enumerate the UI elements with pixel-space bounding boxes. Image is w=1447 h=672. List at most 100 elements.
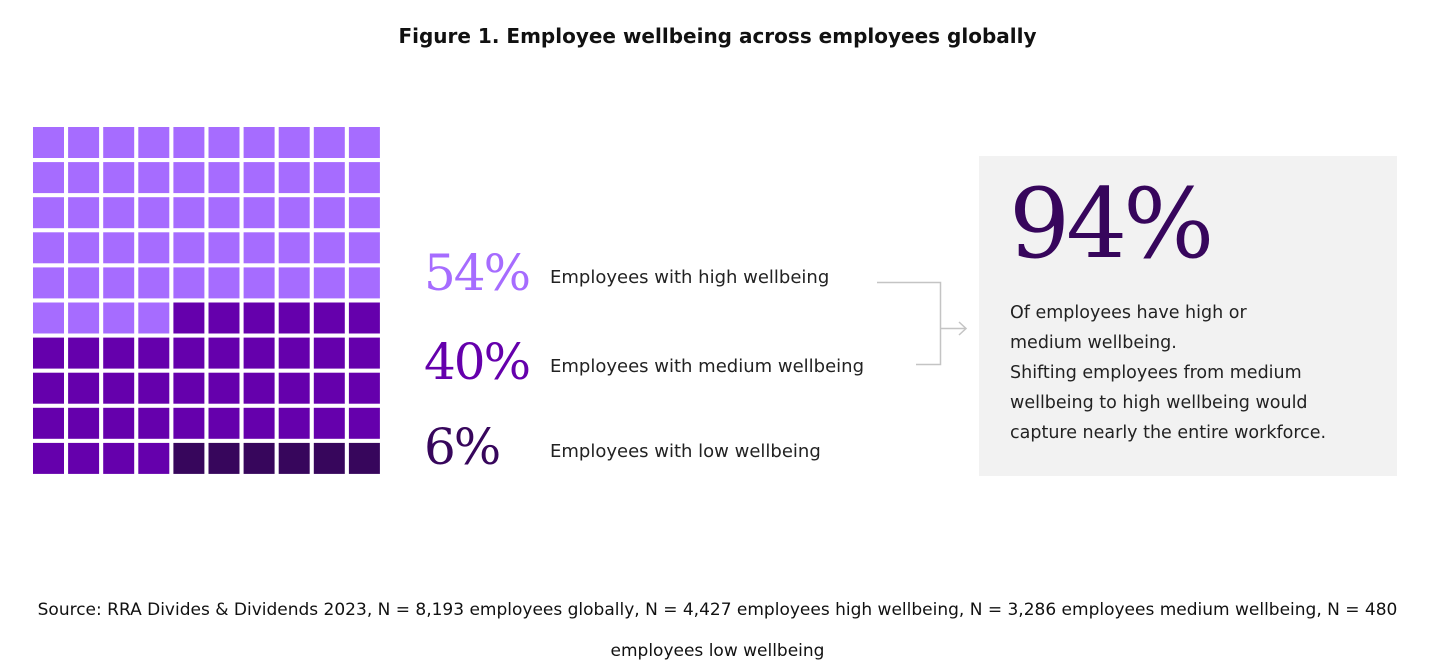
waffle-cell-high bbox=[278, 127, 310, 158]
waffle-cell-medium bbox=[313, 372, 345, 404]
waffle-cell-high bbox=[243, 232, 275, 264]
waffle-cell-high bbox=[68, 267, 100, 299]
waffle-cell-high bbox=[173, 197, 205, 229]
waffle-cell-medium bbox=[313, 407, 345, 439]
waffle-cell-medium bbox=[68, 337, 100, 369]
waffle-cell-high bbox=[138, 302, 170, 334]
waffle-cell-medium bbox=[33, 442, 64, 474]
waffle-cell-medium bbox=[348, 407, 380, 439]
waffle-grid bbox=[33, 127, 380, 474]
waffle-cell-medium bbox=[138, 337, 170, 369]
waffle-cell-high bbox=[348, 127, 380, 158]
waffle-cell-high bbox=[103, 162, 135, 194]
waffle-cell-medium bbox=[33, 337, 64, 369]
waffle-cell-high bbox=[313, 162, 345, 194]
waffle-cell-medium bbox=[208, 302, 240, 334]
waffle-cell-medium bbox=[278, 337, 310, 369]
waffle-cell-medium bbox=[103, 442, 135, 474]
waffle-cell-high bbox=[138, 162, 170, 194]
waffle-cell-high bbox=[278, 232, 310, 264]
waffle-cell-medium bbox=[103, 337, 135, 369]
waffle-cell-high bbox=[173, 267, 205, 299]
waffle-cell-medium bbox=[173, 407, 205, 439]
waffle-cell-medium bbox=[243, 407, 275, 439]
waffle-cell-medium bbox=[278, 372, 310, 404]
waffle-cell-high bbox=[243, 162, 275, 194]
waffle-cell-high bbox=[138, 127, 170, 158]
waffle-cell-medium bbox=[138, 442, 170, 474]
waffle-cell-high bbox=[68, 127, 100, 158]
waffle-cell-high bbox=[173, 127, 205, 158]
waffle-cell-medium bbox=[173, 337, 205, 369]
waffle-cell-medium bbox=[103, 372, 135, 404]
waffle-cell-medium bbox=[173, 372, 205, 404]
callout-box: 94% Of employees have high or medium wel… bbox=[979, 156, 1397, 476]
waffle-cell-high bbox=[173, 232, 205, 264]
waffle-cell-medium bbox=[243, 302, 275, 334]
waffle-cell-high bbox=[278, 197, 310, 229]
waffle-cell-medium bbox=[313, 337, 345, 369]
waffle-cell-low bbox=[278, 442, 310, 474]
waffle-cell-high bbox=[243, 127, 275, 158]
waffle-cell-medium bbox=[208, 407, 240, 439]
waffle-cell-high bbox=[313, 267, 345, 299]
waffle-cell-medium bbox=[68, 372, 100, 404]
waffle-cell-high bbox=[278, 162, 310, 194]
callout-text: Of employees have high or medium wellbei… bbox=[1010, 298, 1380, 448]
source-note: Source: RRA Divides & Dividends 2023, N … bbox=[0, 590, 1435, 672]
waffle-cell-medium bbox=[138, 407, 170, 439]
waffle-cell-high bbox=[138, 232, 170, 264]
medium-wellbeing-percent: 40% bbox=[424, 333, 531, 391]
waffle-cell-high bbox=[103, 267, 135, 299]
waffle-cell-high bbox=[33, 127, 64, 158]
waffle-cell-high bbox=[103, 127, 135, 158]
callout-line: Shifting employees from medium wellbeing… bbox=[1010, 363, 1327, 443]
waffle-cell-high bbox=[208, 232, 240, 264]
waffle-cell-high bbox=[103, 232, 135, 264]
chart-title: Figure 1. Employee wellbeing across empl… bbox=[398, 24, 1037, 48]
waffle-cell-high bbox=[348, 197, 380, 229]
waffle-cell-high bbox=[33, 197, 64, 229]
waffle-cell-high bbox=[208, 197, 240, 229]
waffle-cell-medium bbox=[208, 337, 240, 369]
waffle-cell-medium bbox=[348, 302, 380, 334]
source-text: Source: RRA Divides & Dividends 2023, N … bbox=[37, 600, 1398, 661]
waffle-cell-high bbox=[138, 267, 170, 299]
low-wellbeing-label: Employees with low wellbeing bbox=[550, 441, 821, 462]
waffle-cell-high bbox=[348, 267, 380, 299]
waffle-cell-low bbox=[243, 442, 275, 474]
waffle-cell-medium bbox=[173, 302, 205, 334]
waffle-cell-high bbox=[103, 197, 135, 229]
waffle-cell-low bbox=[208, 442, 240, 474]
high-wellbeing-percent: 54% bbox=[424, 244, 531, 302]
waffle-cell-high bbox=[208, 127, 240, 158]
waffle-cell-high bbox=[208, 267, 240, 299]
waffle-cell-medium bbox=[348, 337, 380, 369]
waffle-cell-medium bbox=[68, 407, 100, 439]
waffle-cell-high bbox=[348, 232, 380, 264]
waffle-cell-medium bbox=[138, 372, 170, 404]
waffle-cell-high bbox=[138, 197, 170, 229]
waffle-cell-low bbox=[173, 442, 205, 474]
waffle-cell-low bbox=[348, 442, 380, 474]
high-wellbeing-label: Employees with high wellbeing bbox=[550, 267, 830, 288]
waffle-cell-high bbox=[313, 232, 345, 264]
waffle-cell-high bbox=[243, 267, 275, 299]
bracket-arrow-icon bbox=[877, 281, 968, 366]
waffle-cell-medium bbox=[68, 442, 100, 474]
waffle-cell-high bbox=[68, 302, 100, 334]
waffle-cell-medium bbox=[33, 407, 64, 439]
waffle-cell-medium bbox=[313, 302, 345, 334]
waffle-cell-medium bbox=[103, 407, 135, 439]
waffle-cell-high bbox=[313, 127, 345, 158]
callout-value: 94% bbox=[1009, 168, 1214, 280]
waffle-cell-high bbox=[33, 267, 64, 299]
waffle-cell-high bbox=[348, 162, 380, 194]
waffle-cell-high bbox=[313, 197, 345, 229]
waffle-cell-medium bbox=[348, 372, 380, 404]
low-wellbeing-percent: 6% bbox=[424, 418, 501, 476]
waffle-cell-high bbox=[243, 197, 275, 229]
waffle-cell-high bbox=[33, 232, 64, 264]
medium-wellbeing-label: Employees with medium wellbeing bbox=[550, 356, 864, 377]
callout-line: Of employees have high or medium wellbei… bbox=[1010, 303, 1247, 353]
